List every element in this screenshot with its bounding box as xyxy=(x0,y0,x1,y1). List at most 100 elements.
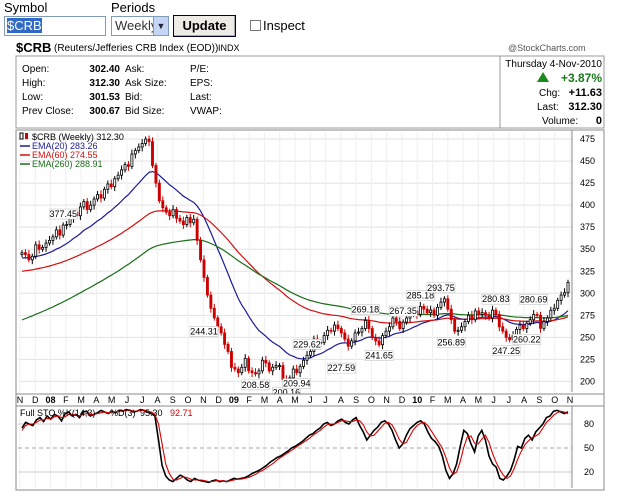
y-tick-label: 275 xyxy=(580,310,595,320)
candle-body xyxy=(78,206,82,217)
candle-body xyxy=(257,370,261,375)
candle-body xyxy=(360,328,364,333)
annotation-box xyxy=(519,294,548,305)
watermark: @StockCharts.com xyxy=(508,43,586,53)
stat-label-2: Ask: xyxy=(125,64,144,75)
candle-body xyxy=(363,320,367,329)
candle-body xyxy=(230,351,233,368)
annotation-label: 208.58 xyxy=(242,380,270,390)
candle-body xyxy=(199,240,203,261)
candle-body xyxy=(161,200,165,209)
exchange: INDX xyxy=(218,43,240,53)
annotation-box xyxy=(406,290,435,301)
volume-label: Volume: xyxy=(542,116,578,127)
annotation-label: 280.83 xyxy=(482,294,510,304)
candle-body xyxy=(350,340,354,347)
candle-body xyxy=(264,359,268,364)
candle-body xyxy=(151,141,154,166)
candle-body xyxy=(120,169,124,176)
candle-body xyxy=(164,207,168,213)
annotation-label: 256.89 xyxy=(437,337,465,347)
x-tick-label: F xyxy=(430,395,436,405)
candle-body xyxy=(267,362,271,372)
candle-body xyxy=(329,329,333,332)
candle-body xyxy=(484,312,488,316)
annotation-box xyxy=(388,305,418,317)
candle-body xyxy=(367,320,371,329)
candle-body xyxy=(130,153,134,167)
candle-body xyxy=(271,366,275,372)
sto-d-line xyxy=(21,409,569,483)
x-tick-label: J xyxy=(491,395,496,405)
candle-body xyxy=(175,209,178,219)
candle-body xyxy=(295,368,299,374)
x-tick-label: M xyxy=(475,395,483,405)
ticker-title: $CRB xyxy=(16,40,51,55)
candle-body xyxy=(470,314,474,321)
sto-legend-entry: 92.71 xyxy=(170,408,193,418)
annotation-box xyxy=(491,345,521,357)
candle-body xyxy=(466,314,470,322)
annotation-label: 209.94 xyxy=(283,379,311,389)
candle-body xyxy=(370,328,374,338)
candle-body xyxy=(422,305,426,310)
candle-body xyxy=(223,332,227,345)
candle-body xyxy=(405,317,409,323)
inspect-checkbox[interactable] xyxy=(250,20,261,31)
y-tick-label: 450 xyxy=(580,156,595,166)
y-tick-label: 350 xyxy=(580,244,595,254)
annotation-label: 247.25 xyxy=(492,346,520,356)
candle-body xyxy=(212,307,216,319)
stat-label: Low: xyxy=(22,92,43,103)
x-tick-label: A xyxy=(93,395,99,405)
candle-body xyxy=(480,312,484,315)
x-tick-label: M xyxy=(108,395,116,405)
x-tick-label: N xyxy=(200,395,207,405)
candle-body xyxy=(41,247,45,250)
candle-body xyxy=(353,332,357,342)
sto-y-tick: 50 xyxy=(584,443,594,453)
chevron-down-icon[interactable]: ▼ xyxy=(153,17,168,35)
symbol-input[interactable]: $CRB xyxy=(4,16,106,36)
annotation-label: 260.22 xyxy=(513,334,541,344)
candle-body xyxy=(202,259,206,278)
annotation-label: 267.35 xyxy=(389,306,417,316)
periods-select[interactable]: Weekly ▼ xyxy=(111,16,169,36)
annotation-label: 280.69 xyxy=(520,294,548,304)
x-tick-label: M xyxy=(77,395,85,405)
candle-body xyxy=(535,314,539,316)
candle-body xyxy=(44,242,48,248)
sto-legend-entry: %D(3) xyxy=(110,408,136,418)
update-button[interactable]: Update xyxy=(173,15,236,37)
candle-body xyxy=(477,310,481,315)
sto-legend-entry: 95.30 xyxy=(140,408,163,418)
annotation-box xyxy=(189,326,219,337)
candle-body xyxy=(425,308,429,314)
x-tick-label: O xyxy=(185,395,192,405)
candle-body xyxy=(188,217,192,224)
candle-body xyxy=(556,299,560,309)
candle-body xyxy=(250,370,254,374)
candle-body xyxy=(305,354,309,361)
candle-body xyxy=(339,328,343,334)
stat-label: Prev Close: xyxy=(22,106,74,117)
candle-body xyxy=(456,329,460,332)
stat-value: 312.30 xyxy=(89,78,120,89)
x-tick-label: J xyxy=(125,395,130,405)
candle-body xyxy=(85,201,89,210)
candle-body xyxy=(528,319,532,324)
x-tick-label: A xyxy=(521,395,527,405)
candle-body xyxy=(51,236,55,241)
candle-body xyxy=(463,321,467,328)
candle-body xyxy=(497,314,501,328)
candle-body xyxy=(99,194,103,199)
candle-body xyxy=(65,224,69,226)
candle-body xyxy=(243,358,247,368)
change-percent: +3.87% xyxy=(561,71,602,85)
y-tick-label: 325 xyxy=(580,266,595,276)
candle-body xyxy=(336,324,340,329)
candle-body xyxy=(233,366,237,370)
candle-body xyxy=(58,229,62,236)
candle-body xyxy=(54,229,58,238)
volume-value: 0 xyxy=(596,115,602,127)
